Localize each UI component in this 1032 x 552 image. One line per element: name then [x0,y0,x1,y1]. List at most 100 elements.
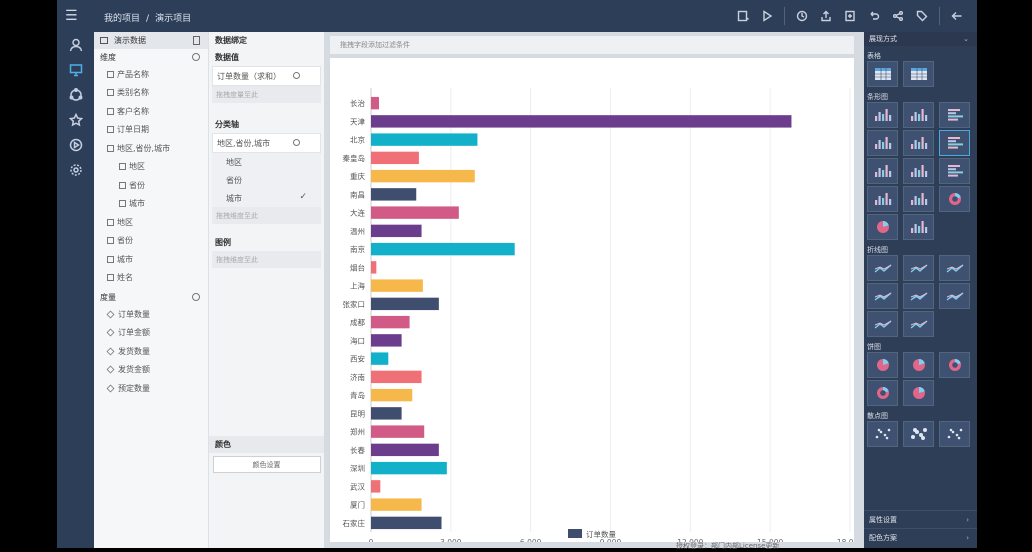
dataset-name[interactable]: 演示数据 [114,36,146,45]
measure-item[interactable]: 发货金额 [94,361,208,380]
bar-horizontal-selected-icon[interactable] [939,130,970,156]
share-up-icon[interactable] [814,7,838,25]
bar-grouped-icon[interactable] [867,102,898,128]
dashboard-icon[interactable] [57,57,94,82]
measure-item[interactable]: 订单金额 [94,324,208,343]
bubble-icon[interactable] [903,421,934,447]
pie-3d-icon[interactable] [903,380,934,406]
gauge-icon[interactable] [867,380,898,406]
bar[interactable] [371,407,402,420]
bar-3d-icon[interactable] [867,130,898,156]
donut-icon[interactable] [939,352,970,378]
bar[interactable] [371,370,422,384]
bar[interactable] [371,334,402,347]
bar-dark-icon[interactable] [867,158,898,184]
area-icon[interactable] [867,283,898,309]
axis-option[interactable]: 城市 ✓ [212,189,321,207]
bar[interactable] [371,388,413,402]
bar-range-icon[interactable] [939,158,970,184]
value-item[interactable]: 订单数量（求和） [213,67,320,85]
line-icon[interactable] [867,255,898,281]
line-step-icon[interactable] [939,255,970,281]
color-settings-button[interactable]: 颜色设置 [212,456,321,473]
dimension-item[interactable]: 地区,省份,城市 [94,139,208,158]
measure-item[interactable]: 订单数量 [94,305,208,324]
share-icon[interactable] [886,7,910,25]
dimension-item[interactable]: 类别名称 [94,84,208,103]
undo-icon[interactable] [862,7,886,25]
measure-item[interactable]: 发货数量 [94,342,208,361]
bar-horizontal-icon[interactable] [939,102,970,128]
dimension-item[interactable]: 订单日期 [94,121,208,140]
star-icon[interactable] [57,107,94,132]
axis-item[interactable]: 地区,省份,城市 [213,134,320,152]
scatter-icon[interactable] [867,421,898,447]
bar[interactable] [371,461,447,475]
table-icon[interactable] [867,61,898,87]
refresh-icon[interactable] [57,82,94,107]
bar-variant-icon[interactable] [903,214,934,240]
search-icon[interactable] [192,293,200,301]
area-step-icon[interactable] [939,283,970,309]
bar[interactable] [371,279,423,292]
bar[interactable] [371,516,442,530]
gear-icon[interactable] [293,72,300,79]
gear-icon[interactable] [293,139,300,146]
dataset-file-icon[interactable] [193,36,200,45]
dimension-item[interactable]: 省份 [94,176,208,195]
bar[interactable] [371,425,425,438]
search-icon[interactable] [192,53,200,61]
play-icon[interactable] [755,7,779,25]
tag-icon[interactable] [910,7,934,25]
bar-mixed-icon[interactable] [903,158,934,184]
legend-drop-zone[interactable]: 拖拽维度至此 [212,251,321,268]
value-drop-zone[interactable]: 拖拽度量至此 [212,86,321,103]
settings-icon[interactable] [57,157,94,182]
dimension-item[interactable]: 省份 [94,232,208,251]
bar[interactable] [371,188,417,201]
bar[interactable] [371,498,422,511]
axis-drop-zone[interactable]: 拖拽维度至此 [212,207,321,224]
back-arrow-icon[interactable] [945,7,969,25]
dimension-item[interactable]: 产品名称 [94,65,208,84]
line-cross-icon[interactable] [867,311,898,337]
bar[interactable] [371,352,389,365]
dimension-item[interactable]: 地区 [94,158,208,177]
bar[interactable] [371,206,459,219]
breadcrumb-project[interactable]: 我的项目 [104,14,141,24]
menu-icon[interactable]: ☰ [65,8,78,24]
dimension-item[interactable]: 地区 [94,213,208,232]
play-circle-icon[interactable] [57,132,94,157]
bar[interactable] [371,261,377,274]
bar[interactable] [371,151,419,165]
bar[interactable] [371,115,792,128]
save-icon[interactable] [731,7,755,25]
bar[interactable] [371,315,410,329]
bar-mini-icon[interactable] [903,186,934,212]
bar[interactable] [371,133,478,146]
property-settings[interactable]: 属性设置 › [864,510,977,528]
bar[interactable] [371,169,475,183]
pie-icon[interactable] [867,352,898,378]
scatter-grid-icon[interactable] [939,421,970,447]
cylinder-icon[interactable] [867,186,898,212]
bar-stacked-icon[interactable] [903,102,934,128]
dimension-item[interactable]: 城市 [94,250,208,269]
export-icon[interactable] [838,7,862,25]
dimension-item[interactable]: 城市 [94,195,208,214]
user-icon[interactable] [57,32,94,57]
bar[interactable] [371,242,515,256]
bar[interactable] [371,480,381,493]
pivot-table-icon[interactable] [903,61,934,87]
color-scheme[interactable]: 配色方案 › [864,528,977,546]
bar-percent-icon[interactable] [903,130,934,156]
area-stacked-icon[interactable] [903,283,934,309]
dimension-item[interactable]: 客户名称 [94,102,208,121]
filter-drop-zone[interactable]: 拖拽字段添加过滤条件 [330,36,854,54]
bar[interactable] [371,224,422,238]
axis-option[interactable]: 地区 [212,153,321,171]
history-icon[interactable] [790,7,814,25]
bar[interactable] [371,297,439,311]
dimension-item[interactable]: 姓名 [94,269,208,288]
pie-exploded-icon[interactable] [903,352,934,378]
